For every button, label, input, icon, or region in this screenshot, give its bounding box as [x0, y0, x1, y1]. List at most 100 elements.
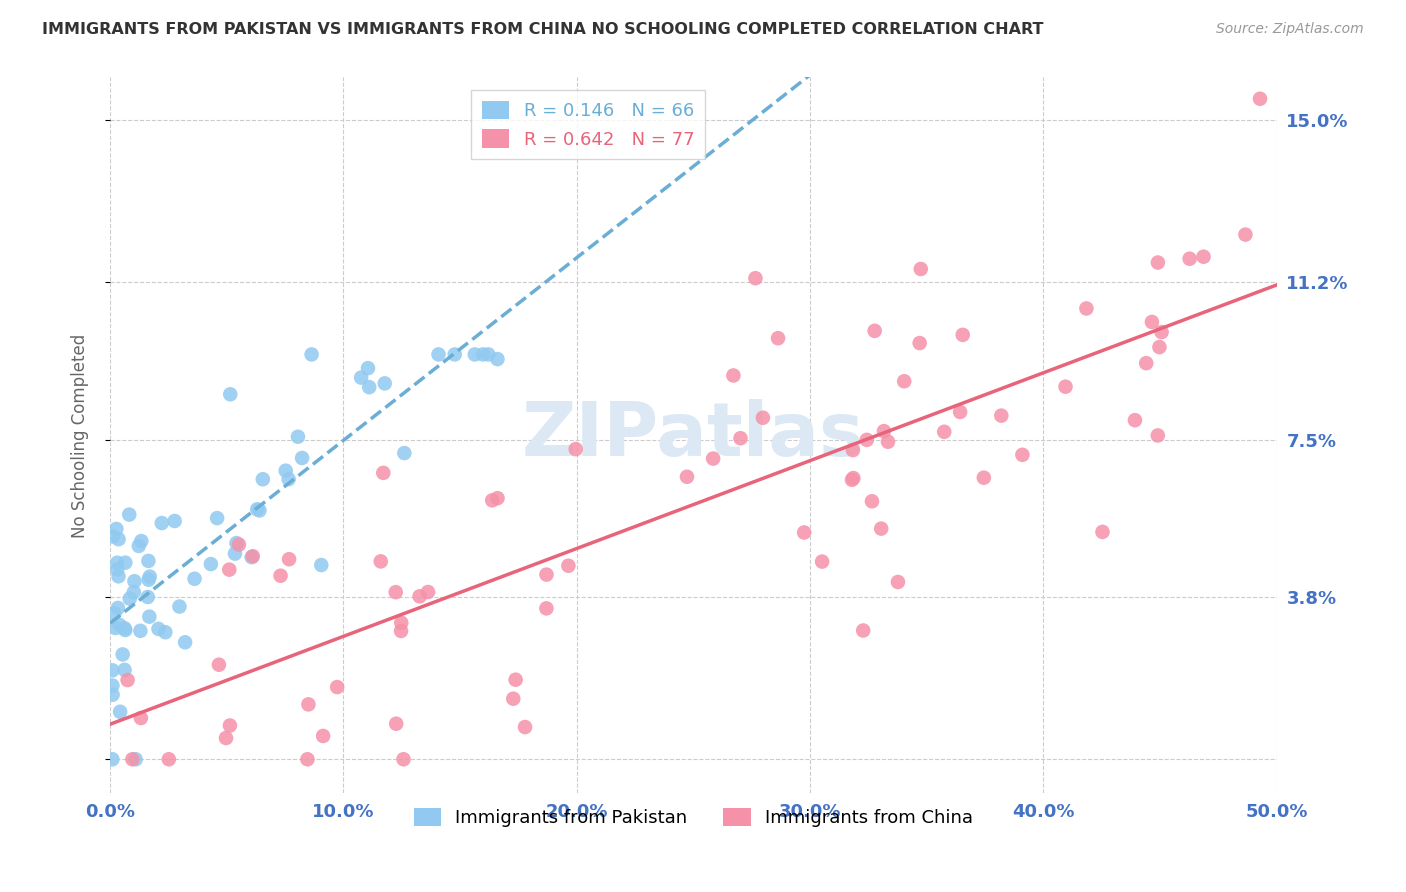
Point: [114, 621, 136, 635]
Point: [274, 464, 297, 478]
Point: [370, 554, 392, 568]
Point: [394, 446, 416, 460]
Point: [408, 590, 430, 604]
Point: [443, 347, 465, 361]
Point: [1149, 340, 1171, 354]
Point: [385, 716, 408, 731]
Point: [359, 380, 381, 394]
Point: [312, 729, 335, 743]
Point: [208, 657, 231, 672]
Point: [416, 585, 439, 599]
Point: [218, 563, 240, 577]
Point: [676, 469, 699, 483]
Point: [1249, 92, 1271, 106]
Point: [111, 648, 134, 662]
Point: [138, 609, 160, 624]
Point: [730, 431, 752, 445]
Point: [557, 558, 579, 573]
Point: [852, 624, 875, 638]
Point: [870, 522, 893, 536]
Point: [1150, 325, 1173, 339]
Point: [464, 347, 486, 361]
Point: [118, 508, 141, 522]
Point: [249, 503, 271, 517]
Point: [174, 635, 197, 649]
Point: [105, 522, 128, 536]
Text: ZIPatlas: ZIPatlas: [522, 399, 865, 472]
Point: [124, 574, 146, 589]
Point: [224, 547, 246, 561]
Point: [287, 430, 309, 444]
Point: [842, 471, 865, 485]
Point: [1146, 428, 1168, 442]
Point: [311, 558, 333, 572]
Point: [486, 352, 509, 367]
Point: [949, 405, 972, 419]
Point: [326, 680, 349, 694]
Point: [373, 466, 395, 480]
Point: [1123, 413, 1146, 427]
Point: [952, 327, 974, 342]
Point: [392, 752, 415, 766]
Point: [811, 555, 834, 569]
Point: [169, 599, 191, 614]
Point: [104, 621, 127, 635]
Point: [228, 538, 250, 552]
Point: [139, 569, 162, 583]
Point: [723, 368, 745, 383]
Point: [200, 557, 222, 571]
Point: [860, 494, 883, 508]
Point: [101, 752, 124, 766]
Point: [908, 336, 931, 351]
Point: [278, 552, 301, 566]
Point: [472, 347, 495, 361]
Point: [1011, 448, 1033, 462]
Legend: Immigrants from Pakistan, Immigrants from China: Immigrants from Pakistan, Immigrants fro…: [406, 801, 980, 834]
Point: [138, 573, 160, 587]
Point: [246, 502, 269, 516]
Point: [107, 601, 129, 615]
Point: [108, 618, 131, 632]
Point: [1178, 252, 1201, 266]
Point: [990, 409, 1012, 423]
Point: [1147, 255, 1170, 269]
Point: [873, 424, 896, 438]
Point: [1135, 356, 1157, 370]
Point: [240, 550, 263, 565]
Point: [183, 572, 205, 586]
Point: [887, 574, 910, 589]
Point: [427, 347, 450, 361]
Point: [105, 562, 128, 576]
Point: [215, 731, 238, 745]
Point: [242, 549, 264, 564]
Text: Source: ZipAtlas.com: Source: ZipAtlas.com: [1216, 22, 1364, 37]
Point: [129, 624, 152, 638]
Point: [291, 450, 314, 465]
Point: [103, 607, 125, 621]
Point: [105, 556, 128, 570]
Point: [101, 688, 124, 702]
Point: [118, 591, 141, 606]
Point: [481, 493, 503, 508]
Point: [121, 752, 143, 766]
Point: [225, 536, 247, 550]
Point: [122, 585, 145, 599]
Point: [564, 442, 586, 457]
Point: [117, 673, 139, 687]
Point: [374, 376, 396, 391]
Point: [252, 472, 274, 486]
Point: [128, 539, 150, 553]
Point: [1054, 379, 1077, 393]
Point: [1076, 301, 1098, 316]
Point: [513, 720, 536, 734]
Point: [124, 752, 146, 766]
Point: [108, 705, 131, 719]
Point: [934, 425, 956, 439]
Point: [856, 433, 879, 447]
Point: [1091, 524, 1114, 539]
Point: [150, 516, 173, 530]
Point: [205, 511, 228, 525]
Point: [910, 262, 932, 277]
Point: [301, 347, 323, 361]
Point: [297, 752, 319, 766]
